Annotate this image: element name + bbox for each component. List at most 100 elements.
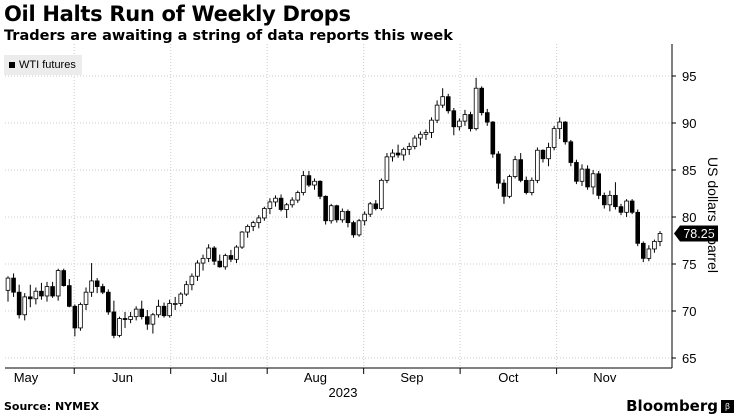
y-tick-label: 80 [682,210,696,225]
last-value-label: 78.25 [683,227,714,241]
candle-body [27,296,33,300]
candle-body [652,241,657,250]
y-tick-label: 65 [682,351,696,366]
brand-name: Bloomberg [626,397,718,415]
y-axis-label: US dollars a barrel [705,157,721,273]
candle-body [596,173,601,196]
candle-body [657,233,663,242]
candle-body [133,308,139,318]
candle-body [529,179,535,193]
candle-body [373,203,379,209]
candle-body [523,179,529,193]
candle-body [579,168,585,182]
candle-body [301,175,306,193]
candle-body [429,119,434,133]
y-axis: 95 90 85 80 75 70 65 [671,44,696,368]
candle-body [211,247,217,262]
candle-body [278,197,284,210]
candle-body [535,149,540,181]
candle-body [490,121,496,155]
candle-body [267,201,273,209]
candle-body [217,260,223,268]
candle-body [451,110,457,128]
candle-body [585,168,590,188]
candle-body [518,159,523,181]
candle-body [167,303,172,317]
candle-body [128,316,133,320]
candle-body [139,308,145,318]
candle-body [256,217,262,224]
candle-body [156,305,161,316]
candle-body [172,303,178,305]
candle-body [122,318,128,320]
x-axis: May Jun Jul Aug Sep Oct Nov 2023 [5,367,672,400]
candle-body [323,195,328,222]
candle-body [501,182,507,197]
candle-body [94,280,100,287]
candle-body [557,121,562,130]
candle-body [468,114,473,130]
y-tick-label: 70 [682,304,696,319]
candle-body [440,96,445,106]
candle-body [479,87,484,114]
candle-body [345,210,351,224]
candle-body [356,220,362,236]
candle-body [178,293,184,304]
legend-label: WTI futures [19,59,76,71]
candle-body [635,211,641,244]
x-tick-label: Aug [304,370,327,385]
candle-body [328,205,334,222]
candle-body [245,225,250,233]
candle-body [117,318,122,336]
candle-body [457,120,462,128]
candle-body [72,305,78,329]
candle-body [473,87,479,130]
candle-body [496,153,501,184]
candle-body [390,152,395,158]
candle-body [250,222,256,227]
candle-body [16,291,22,316]
candle-body [228,255,234,260]
candle-body [618,206,624,213]
x-tick-label: Sep [400,370,423,385]
candle-body [540,149,546,160]
candle-body [317,180,323,197]
candle-body [607,194,613,206]
candle-body [100,286,106,293]
last-value-marker: 78.25 [674,225,718,242]
candle-body [551,128,557,148]
candle-body [445,96,451,112]
candle-body [89,280,94,293]
candle-body [106,291,111,313]
chart-title: Oil Halts Run of Weekly Drops [4,2,351,26]
legend-swatch [9,62,15,68]
candle-body [624,200,629,213]
y-tick-label: 90 [682,116,696,131]
candle-body [507,176,512,197]
y-tick-label: 95 [682,69,696,84]
candles [5,77,663,339]
candle-body [184,284,189,295]
candle-body [484,112,490,123]
candle-body [546,147,551,160]
source-note: Source: NYMEX [4,400,100,413]
candle-body [340,210,345,221]
candle-body [601,194,607,206]
candle-body [11,277,16,293]
candle-body [67,285,72,307]
last-value-flag [674,225,718,242]
candle-body [50,286,55,297]
candle-body [150,314,156,325]
candle-body [590,173,596,188]
candle-body [395,152,401,156]
chart-subtitle: Traders are awaiting a string of data re… [4,28,453,44]
x-tick-label: Oct [498,370,519,385]
x-year-label: 2023 [329,385,358,400]
candle-body [462,114,468,122]
candle-body [412,137,418,147]
candle-body [306,175,312,186]
candle-body [189,275,195,286]
legend: WTI futures [4,55,82,75]
candle-body [289,199,295,206]
candle-body [434,104,440,121]
